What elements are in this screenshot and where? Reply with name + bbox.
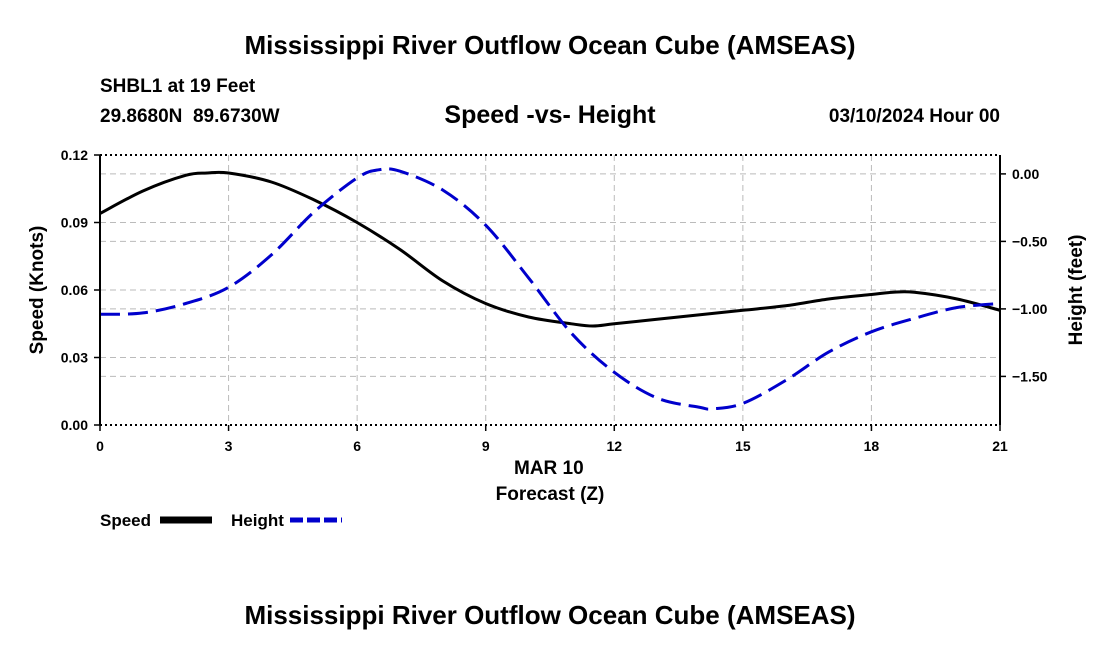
- grid-lines: [100, 155, 1000, 425]
- x-tick-label: 9: [482, 438, 490, 454]
- main-title: Mississippi River Outflow Ocean Cube (AM…: [244, 30, 856, 60]
- x-axis-title: Forecast (Z): [496, 484, 605, 505]
- x-axis-date-label: MAR 10: [514, 458, 584, 479]
- legend: Speed Height: [100, 511, 342, 530]
- x-tick-label: 21: [992, 438, 1008, 454]
- y-right-tick-label: −1.00: [1012, 301, 1048, 317]
- x-tick-label: 3: [225, 438, 233, 454]
- x-tick-label: 0: [96, 438, 104, 454]
- chart-subtitle: Speed -vs- Height: [444, 101, 656, 129]
- y-right-tick-label: −1.50: [1012, 368, 1048, 384]
- legend-speed-label: Speed: [100, 511, 151, 530]
- series-lines: [99, 167, 1001, 411]
- y-left-tick-label: 0.03: [61, 350, 88, 366]
- y-left-tick-label: 0.12: [61, 147, 88, 163]
- y-axis-right-title: Height (feet): [1066, 235, 1087, 346]
- y-left-tick-label: 0.00: [61, 417, 88, 433]
- axis-ticks: 0 3 6 9 12 15 18 21 0.00 0.03 0.06 0.09 0.12 0.00 −0.5…: [61, 147, 1048, 454]
- coordinates-label: 29.8680N 89.6730W: [100, 106, 280, 127]
- y-left-tick-label: 0.06: [61, 282, 88, 298]
- x-tick-label: 15: [735, 438, 751, 454]
- x-tick-label: 18: [864, 438, 880, 454]
- footer-title: Mississippi River Outflow Ocean Cube (AM…: [244, 600, 856, 630]
- y-axis-left-title: Speed (Knots): [27, 226, 48, 355]
- x-tick-label: 12: [606, 438, 622, 454]
- y-right-tick-label: −0.50: [1012, 233, 1048, 249]
- y-right-tick-label: 0.00: [1012, 166, 1039, 182]
- legend-height-label: Height: [231, 511, 284, 530]
- series-line-height: [99, 167, 1001, 411]
- x-tick-label: 6: [353, 438, 361, 454]
- forecast-datetime: 03/10/2024 Hour 00: [828, 106, 1000, 127]
- series-line-speed: [99, 170, 1001, 328]
- y-left-tick-label: 0.09: [61, 215, 88, 231]
- station-label: SHBL1 at 19 Feet: [100, 76, 256, 97]
